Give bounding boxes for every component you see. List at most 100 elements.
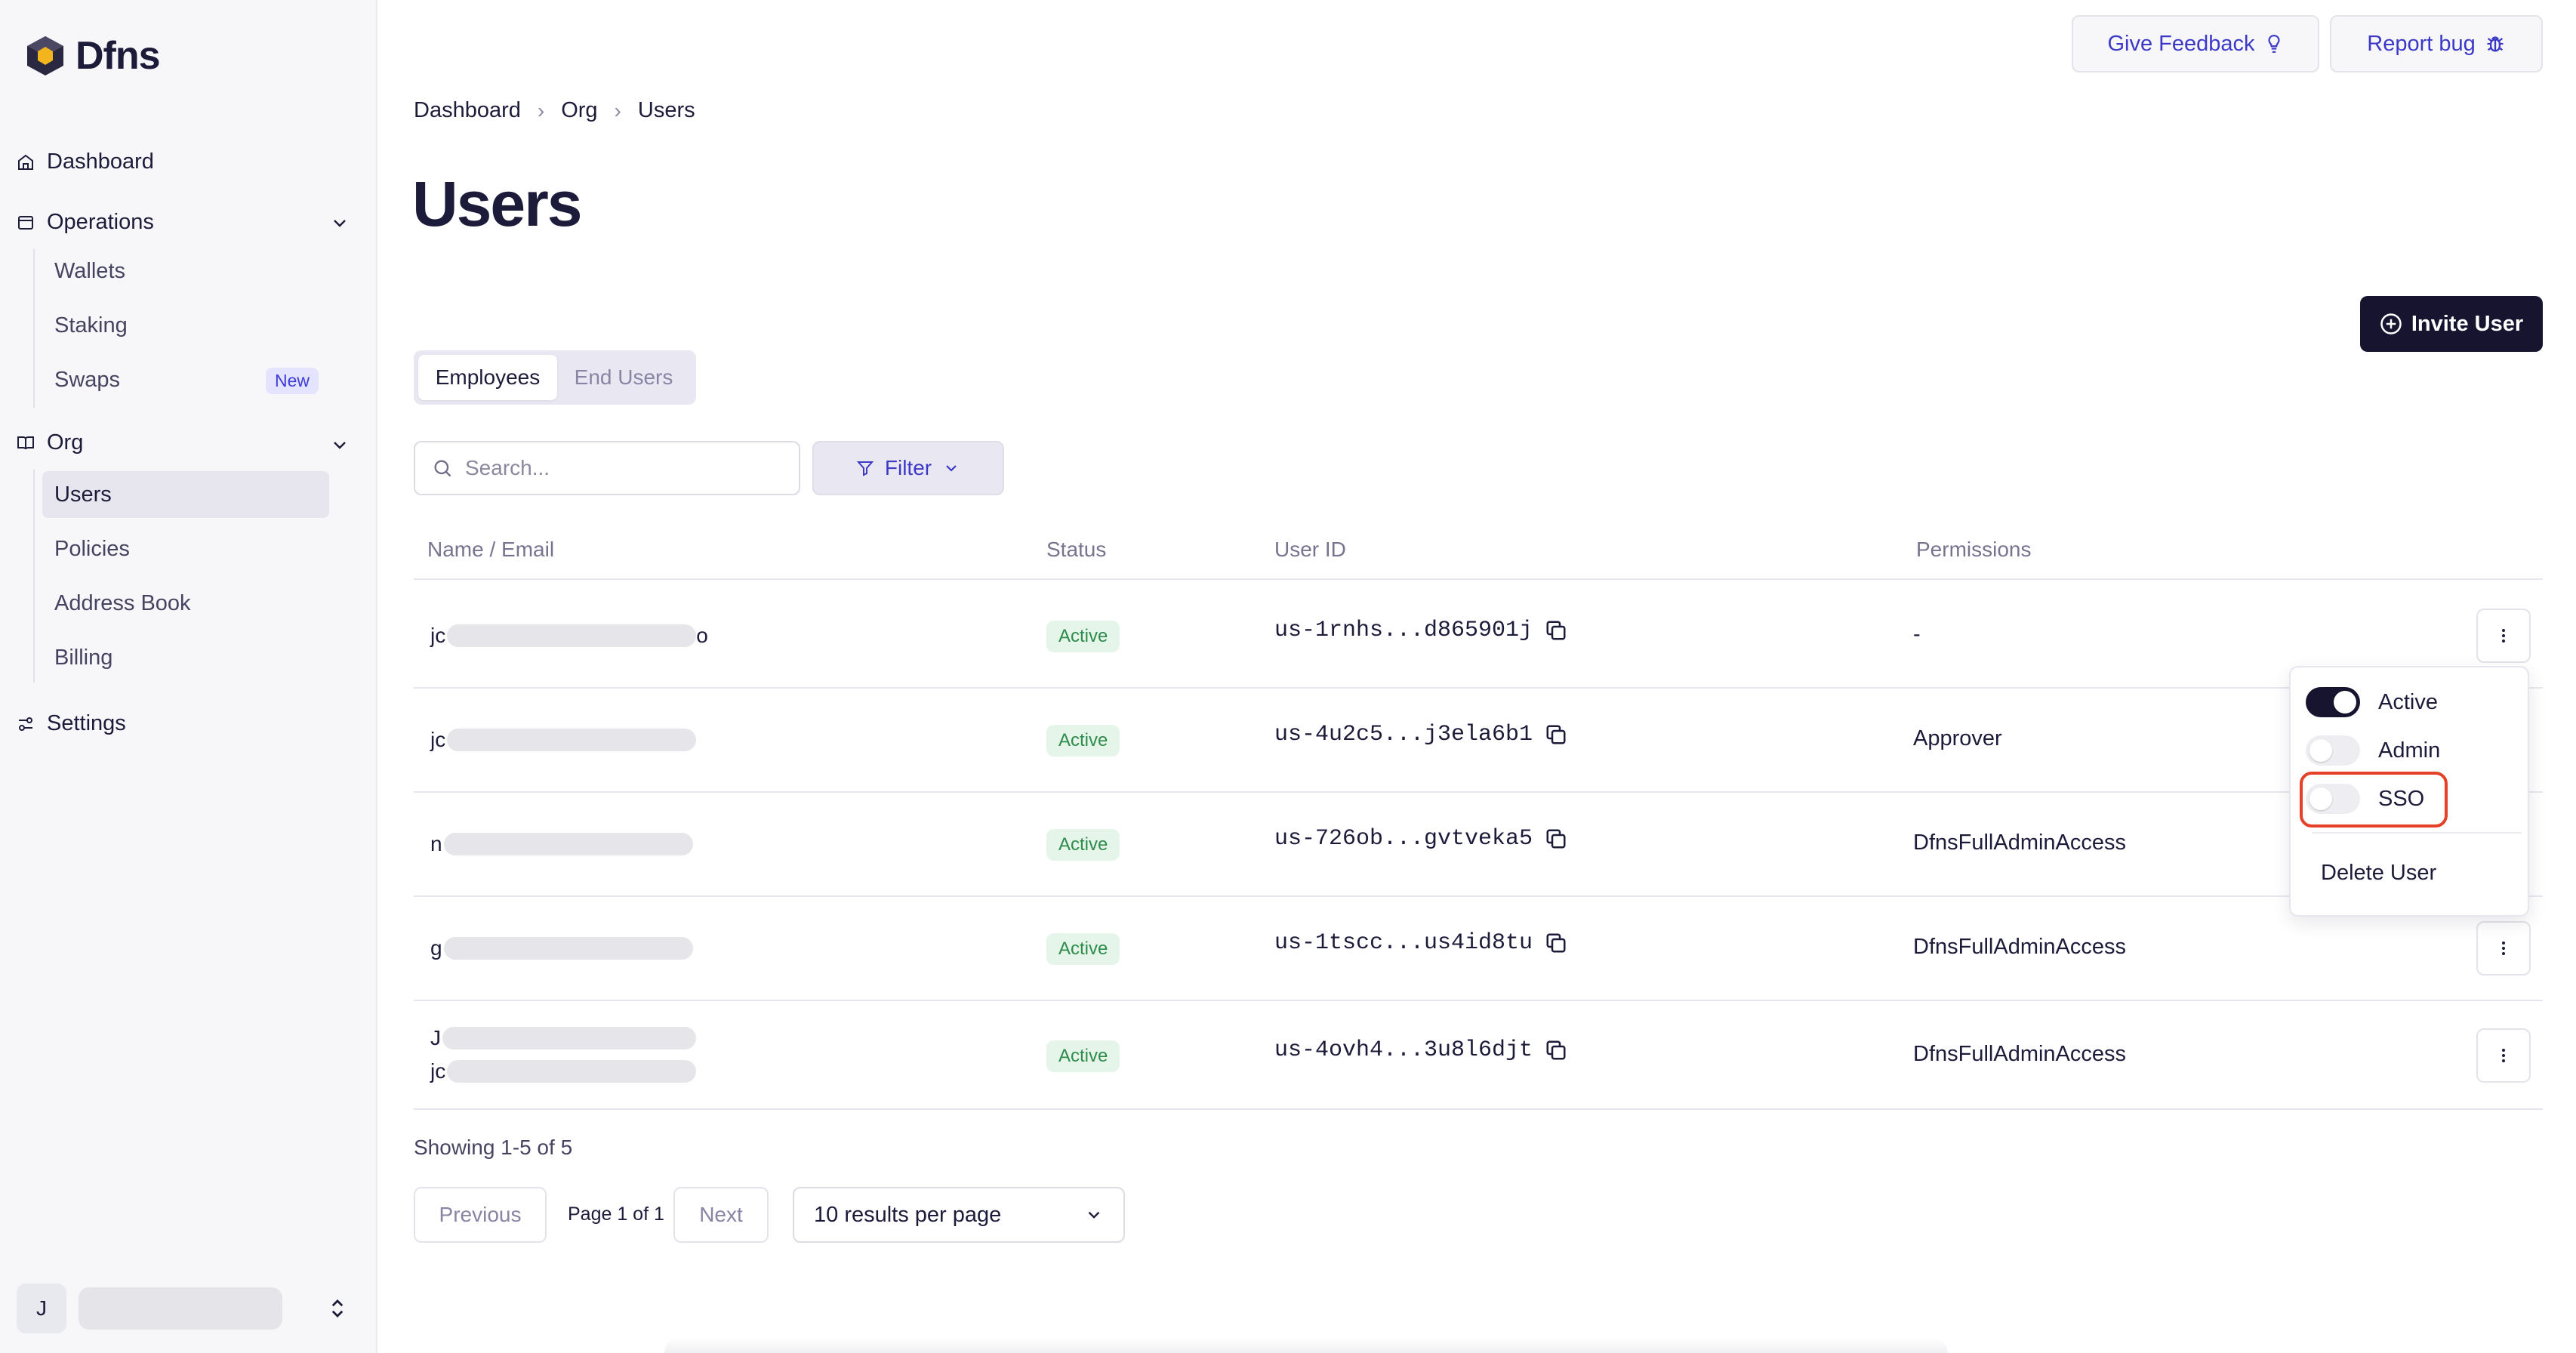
give-feedback-label: Give Feedback: [2107, 31, 2255, 56]
user-id-cell: us-4ovh4...3u8l6djt: [1274, 1037, 1567, 1063]
table-row[interactable]: g Active us-1tscc...us4id8tu DfnsFullAdm…: [414, 897, 2543, 1001]
chevron-right-icon: ›: [537, 98, 545, 122]
menu-toggle-active[interactable]: Active: [2306, 687, 2438, 717]
table-row[interactable]: jc o Active us-1rnhs...d865901j -: [414, 584, 2543, 689]
status-badge: Active: [1046, 933, 1120, 965]
row-actions-button[interactable]: [2476, 609, 2531, 663]
status-badge: Active: [1046, 621, 1120, 652]
account-switcher[interactable]: J: [17, 1284, 349, 1333]
report-bug-label: Report bug: [2367, 31, 2476, 56]
user-id-cell: us-4u2c5...j3ela6b1: [1274, 722, 1567, 747]
page-indicator: Page 1 of 1: [568, 1204, 664, 1225]
user-name-cell: jc: [430, 689, 697, 791]
table-row[interactable]: J jc Active us-4ovh4...3u8l6djt DfnsFull…: [414, 1001, 2543, 1110]
search-box: [414, 441, 800, 495]
search-icon: [434, 460, 451, 477]
column-header-status[interactable]: Status: [1046, 538, 1107, 561]
user-id-text: us-1rnhs...d865901j: [1274, 618, 1533, 643]
table-row[interactable]: n Active us-726ob...gvtveka5 DfnsFullAdm…: [414, 793, 2543, 897]
menu-toggle-sso[interactable]: SSO: [2306, 784, 2424, 814]
nav-org[interactable]: Org: [15, 430, 83, 455]
column-header-user-id[interactable]: User ID: [1274, 538, 1346, 561]
user-id-text: us-4ovh4...3u8l6djt: [1274, 1037, 1533, 1063]
tab-end-users[interactable]: End Users: [574, 365, 673, 389]
admin-toggle[interactable]: [2306, 735, 2360, 766]
sidebar: Dfns Dashboard Operations Wallets Stakin…: [0, 0, 377, 1353]
nav-wallets[interactable]: Wallets: [54, 258, 125, 283]
row-actions-button[interactable]: [2476, 921, 2531, 975]
redacted-email: [447, 1060, 697, 1083]
active-toggle[interactable]: [2306, 687, 2360, 717]
chevron-updown-icon[interactable]: [326, 1297, 349, 1320]
nav-policies[interactable]: Policies: [54, 536, 130, 561]
new-badge: New: [265, 368, 319, 394]
copy-icon[interactable]: [1545, 828, 1567, 850]
user-id-cell: us-726ob...gvtveka5: [1274, 826, 1567, 852]
org-subline: [33, 470, 35, 683]
nav-operations[interactable]: Operations: [15, 210, 154, 235]
table-row[interactable]: jc Active us-4u2c5...j3ela6b1 Approver: [414, 689, 2543, 793]
redacted-name: [447, 729, 697, 751]
redacted-name: [443, 937, 693, 960]
nav-swaps-label: Swaps: [54, 367, 121, 392]
user-email-prefix: jc: [430, 1059, 446, 1083]
copy-icon[interactable]: [1545, 932, 1567, 954]
nav-billing[interactable]: Billing: [54, 645, 113, 670]
nav-address-book[interactable]: Address Book: [54, 590, 191, 615]
nav-dashboard[interactable]: Dashboard: [15, 149, 154, 174]
next-page-button[interactable]: Next: [673, 1187, 769, 1243]
breadcrumb-dashboard[interactable]: Dashboard: [414, 98, 521, 122]
user-type-tabs: Employees End Users: [414, 350, 696, 405]
user-id-cell: us-1rnhs...d865901j: [1274, 618, 1567, 643]
chevron-down-icon[interactable]: [331, 436, 349, 454]
column-header-permissions[interactable]: Permissions: [1916, 538, 2032, 561]
dfns-logo-icon: [27, 36, 63, 76]
copy-icon[interactable]: [1545, 723, 1567, 746]
account-name-redacted: [79, 1287, 282, 1330]
copy-icon[interactable]: [1545, 1039, 1567, 1062]
breadcrumb: Dashboard › Org › Users: [414, 98, 695, 123]
nav-settings-label: Settings: [47, 711, 126, 735]
nav-staking[interactable]: Staking: [54, 313, 128, 337]
give-feedback-button[interactable]: Give Feedback: [2072, 15, 2319, 72]
plus-circle-icon: [2380, 313, 2402, 334]
sso-toggle[interactable]: [2306, 784, 2360, 814]
results-per-page-select[interactable]: 10 results per page: [793, 1187, 1125, 1243]
search-input[interactable]: [465, 456, 782, 480]
permissions-cell: Approver: [1913, 726, 2002, 750]
redacted-name: [442, 1027, 696, 1049]
chevron-right-icon: ›: [614, 98, 621, 122]
user-name-prefix: jc: [430, 624, 446, 647]
breadcrumb-org[interactable]: Org: [561, 98, 598, 122]
user-name-suffix: o: [696, 624, 708, 647]
report-bug-button[interactable]: Report bug: [2330, 15, 2543, 72]
user-name-prefix: n: [430, 832, 442, 855]
permissions-cell: DfnsFullAdminAccess: [1913, 1042, 2127, 1066]
nav-users[interactable]: Users: [42, 471, 329, 518]
nav-settings[interactable]: Settings: [15, 711, 126, 736]
nav-swaps[interactable]: Swaps New: [42, 356, 329, 403]
logo[interactable]: Dfns: [26, 33, 161, 79]
operations-icon: [15, 212, 36, 233]
menu-toggle-admin[interactable]: Admin: [2306, 735, 2440, 766]
filter-label: Filter: [884, 456, 932, 479]
operations-subline: [33, 249, 35, 408]
page-title: Users: [412, 168, 583, 239]
home-icon: [15, 152, 36, 173]
bug-icon: [2487, 36, 2504, 52]
copy-icon[interactable]: [1545, 619, 1567, 642]
delete-user-menu-item[interactable]: Delete User: [2321, 861, 2437, 885]
filter-button[interactable]: Filter: [812, 441, 1004, 495]
previous-page-button[interactable]: Previous: [414, 1187, 547, 1243]
permissions-cell: DfnsFullAdminAccess: [1913, 935, 2127, 959]
tab-employees[interactable]: Employees: [418, 355, 557, 400]
logo-text: Dfns: [75, 34, 161, 78]
invite-user-button[interactable]: Invite User: [2360, 296, 2543, 352]
chevron-down-icon: [1088, 1211, 1100, 1219]
chevron-down-icon[interactable]: [331, 214, 349, 232]
book-icon: [15, 433, 36, 454]
column-header-name[interactable]: Name / Email: [427, 538, 555, 561]
user-id-text: us-1tscc...us4id8tu: [1274, 930, 1533, 956]
row-actions-button[interactable]: [2476, 1028, 2531, 1083]
user-name-prefix: J: [430, 1026, 441, 1049]
